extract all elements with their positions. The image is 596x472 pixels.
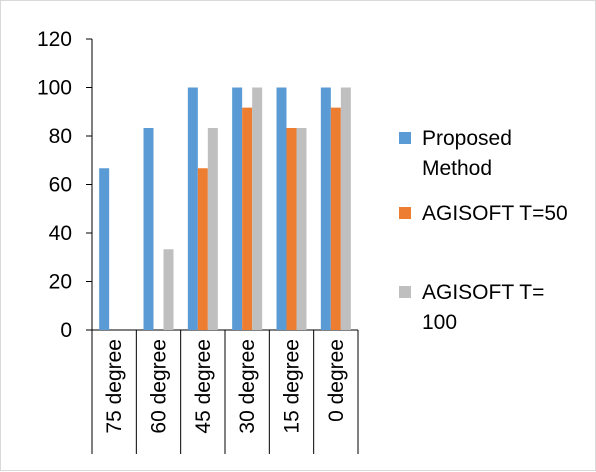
legend-swatch-3 (399, 286, 411, 298)
bar-1-5 (276, 87, 287, 330)
bar-3-4 (252, 87, 263, 330)
bar-3-2 (163, 249, 174, 330)
y-tick-label: 80 (49, 125, 72, 148)
bar-2-5 (286, 128, 297, 330)
legend-label-1: Method (422, 157, 492, 180)
bar-1-1 (99, 168, 110, 330)
bar-3-6 (340, 87, 351, 330)
x-tick-label: 45 degree (192, 339, 215, 434)
x-tick-label: 0 degree (325, 339, 348, 422)
bar-1-2 (143, 128, 154, 330)
x-tick-label: 30 degree (236, 339, 259, 434)
legend-swatch-2 (399, 207, 411, 219)
y-tick-label: 100 (37, 77, 72, 100)
bar-2-4 (242, 107, 253, 330)
bar-3-5 (296, 128, 307, 330)
bar-1-4 (232, 87, 243, 330)
bar-2-6 (330, 107, 341, 330)
legend-label-2: AGISOFT T=50 (422, 202, 568, 225)
legend: Proposed Method AGISOFT T=50 AGISOFT T= 100 (399, 127, 568, 334)
x-tick-label: 60 degree (148, 339, 171, 434)
y-tick-label: 60 (49, 174, 72, 197)
bar-1-3 (187, 87, 198, 330)
y-tick-label: 120 (37, 28, 72, 51)
bar-1-6 (320, 87, 331, 330)
tick-labels: 0 20 40 60 80 100 120 75 degree 60 degree 45 degr… (37, 28, 348, 434)
bars (99, 87, 351, 330)
y-tick-label: 0 (60, 319, 72, 342)
bar-2-3 (197, 168, 208, 330)
x-tick-label: 75 degree (103, 339, 126, 434)
legend-swatch-1 (399, 132, 411, 144)
legend-label-3: 100 (422, 311, 457, 334)
y-tick-label: 40 (49, 222, 72, 245)
bar-3-3 (207, 128, 218, 330)
y-tick-label: 20 (49, 271, 72, 294)
legend-label-1: Proposed (422, 127, 512, 150)
legend-label-3: AGISOFT T= (422, 281, 544, 304)
x-tick-label: 15 degree (281, 339, 304, 434)
axes (86, 38, 359, 454)
